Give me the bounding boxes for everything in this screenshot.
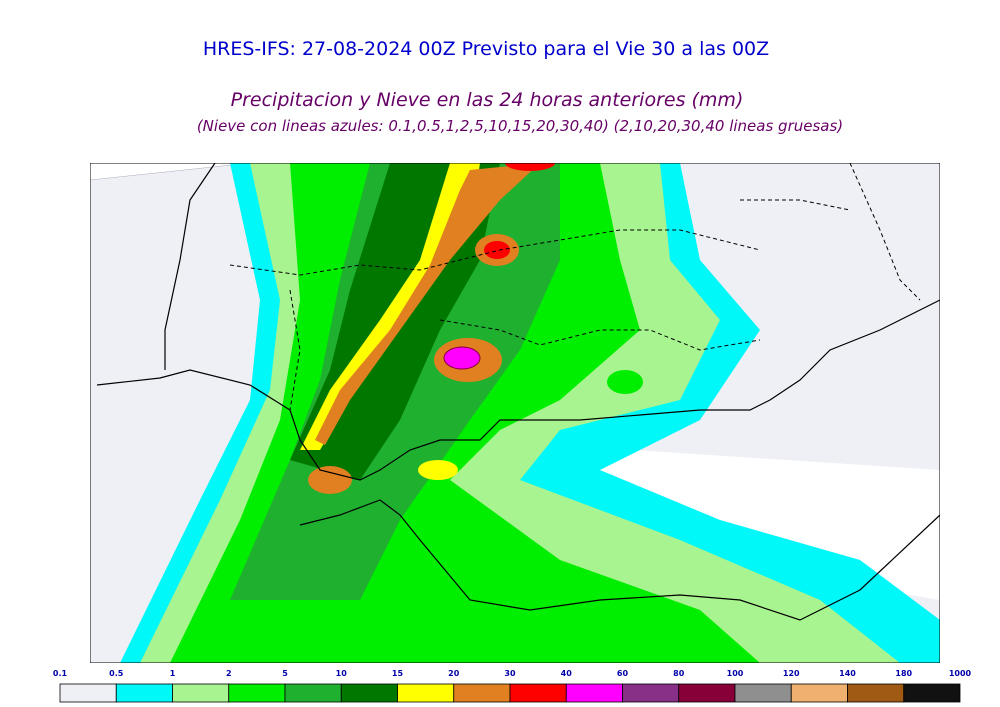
legend-label: 15 [392, 669, 404, 678]
coastline [164, 163, 216, 370]
legend-swatch [565, 683, 623, 703]
legend-swatch [340, 683, 398, 703]
legend-label: 100 [727, 669, 744, 678]
legend-swatch [847, 683, 905, 703]
legend-label: 80 [673, 669, 685, 678]
legend-label: 180 [895, 669, 912, 678]
coastline [96, 299, 940, 481]
legend-label: 0.5 [109, 669, 124, 678]
legend-swatch [59, 683, 117, 703]
legend-swatch [172, 683, 230, 703]
legend-label: 20 [448, 669, 460, 678]
subtitle: Precipitacion y Nieve en las 24 horas an… [231, 89, 744, 111]
precip-2 [607, 370, 643, 394]
legend-label: 30 [504, 669, 516, 678]
legend-label: 5 [282, 669, 288, 678]
coastline [299, 499, 940, 621]
map [90, 163, 940, 663]
legend-label: 40 [561, 669, 573, 678]
legend-swatch [622, 683, 680, 703]
legend-label: 0.1 [53, 669, 68, 678]
legend: 0.1 0.5 1 2 5 10 15 20 30 40 60 80 100 120 140 180 1000 [53, 669, 972, 703]
legend-swatch [903, 683, 961, 703]
precip-30 [505, 163, 555, 171]
legend-label: 120 [783, 669, 800, 678]
precip-15 [300, 163, 480, 450]
precip-40 [443, 346, 481, 370]
legend-swatch [228, 683, 286, 703]
legend-label: 1000 [949, 669, 972, 678]
precip-20 [315, 163, 540, 445]
legend-swatch [284, 683, 342, 703]
legend-swatch [734, 683, 792, 703]
legend-swatch [453, 683, 511, 703]
precip-30 [484, 241, 510, 259]
border [229, 163, 921, 411]
legend-swatch [678, 683, 736, 703]
title: HRES-IFS: 27-08-2024 00Z Previsto para e… [203, 38, 769, 60]
legend-label: 10 [336, 669, 348, 678]
legend-swatch [397, 683, 455, 703]
precip-15 [418, 460, 458, 480]
legend-label: 2 [226, 669, 232, 678]
legend-swatch [509, 683, 567, 703]
note: (Nieve con lineas azules: 0.1,0.5,1,2,5,… [197, 117, 843, 135]
legend-swatch [115, 683, 173, 703]
legend-label: 1 [170, 669, 176, 678]
legend-label: 140 [839, 669, 856, 678]
legend-swatch [790, 683, 848, 703]
precip-20 [308, 466, 352, 494]
legend-label: 60 [617, 669, 629, 678]
